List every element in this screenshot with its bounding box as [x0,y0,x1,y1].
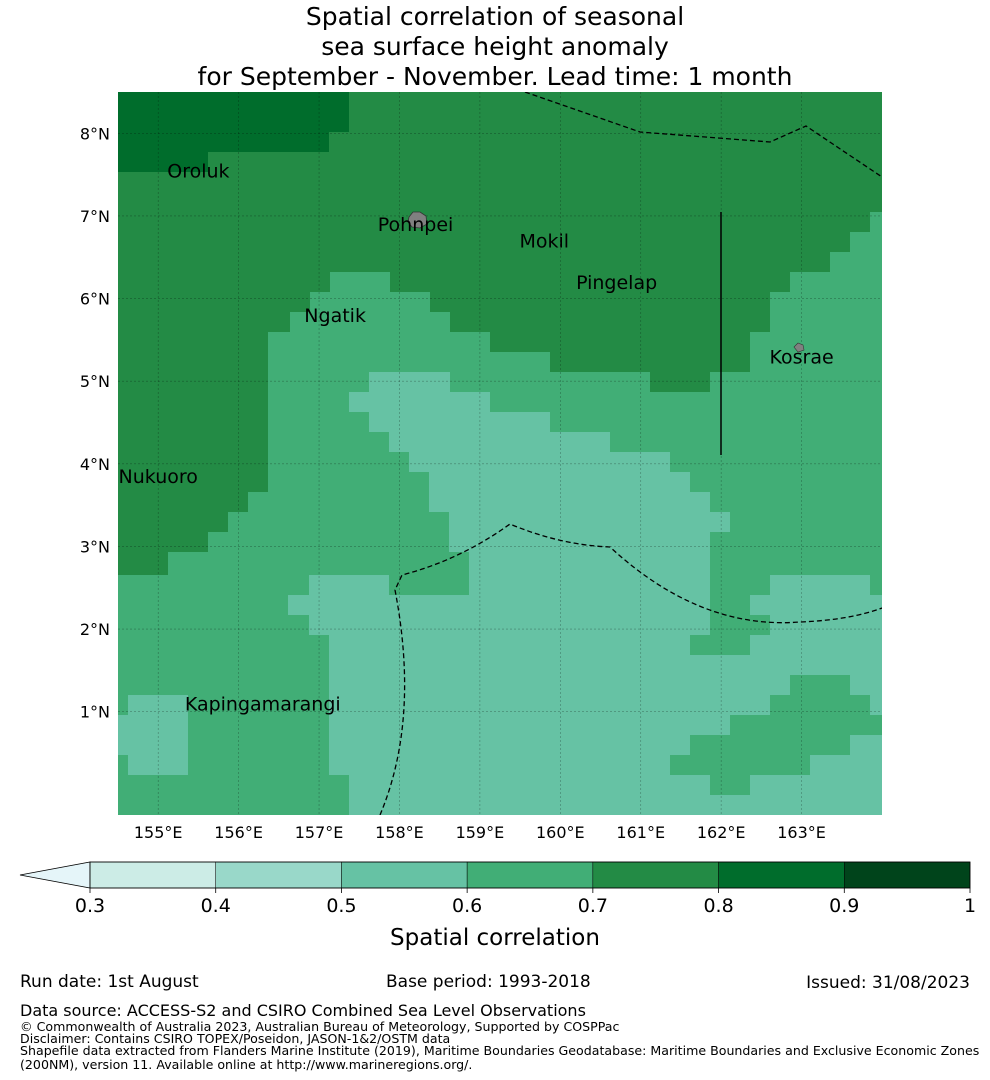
lat-tick-label: 3°N [80,537,110,556]
lon-tick-label: 158°E [375,823,424,842]
lat-tick-label: 2°N [80,620,110,639]
field-06-patch-c [389,575,469,595]
colorbar-ticks: 0.3 0.4 0.5 0.6 0.7 0.8 0.9 1 [75,888,976,917]
lon-tick-label: 156°E [214,823,263,842]
island-labels: Oroluk Pohnpei Mokil Pingelap Ngatik Kosrae Nu… [119,160,834,715]
lon-tick-label: 160°E [536,823,585,842]
colorbar-tick-label: 0.9 [829,895,859,917]
colorbar-cell [215,861,342,889]
lon-tick-label: 163°E [777,823,826,842]
title-line-2: sea surface height anomaly [321,32,669,61]
colorbar-label: Spatial correlation [390,925,600,951]
lat-tick-label: 8°N [80,124,110,143]
colorbar: 0.3 0.4 0.5 0.6 0.7 0.8 0.9 1 Spatial correlati… [19,861,976,951]
colorbar-tick-label: 0.3 [75,895,105,917]
field-05-southwest-b [118,715,138,755]
disclaimer: Disclaimer: Contains CSIRO TOPEX/Poseido… [20,1031,451,1046]
issued-date: Issued: 31/08/2023 [806,973,970,993]
latitude-ticks: 1°N 2°N 3°N 4°N 5°N 6°N 7°N 8°N [80,124,110,721]
island-label-pohnpei: Pohnpei [378,214,454,236]
island-label-pingelap: Pingelap [576,272,657,294]
colorbar-tick-label: 0.4 [201,895,231,917]
colorbar-cell [466,861,594,889]
colorbar-tick-label: 0.6 [452,895,482,917]
pohnpei-island-shape [407,211,428,229]
field-08-north [118,92,349,172]
island-label-kosrae: Kosrae [769,346,833,368]
lat-tick-label: 6°N [80,290,110,309]
island-label-ngatik: Ngatik [304,305,366,327]
field-07-patch [650,372,710,392]
map-area: Oroluk Pohnpei Mokil Pingelap Ngatik Kosrae Nu… [118,92,882,815]
field-06-patch-d [690,675,882,775]
colorbar-tick-label: 0.8 [703,895,733,917]
eez-boundary-south [379,523,882,815]
lat-tick-label: 5°N [80,372,110,391]
title-line-1: Spatial correlation of seasonal [305,2,685,31]
colorbar-cell [89,861,216,889]
eez-boundary-north [524,92,882,178]
colorbar-cell [592,861,719,889]
colorbar-tick-label: 1 [964,895,976,917]
lon-tick-label: 162°E [697,823,746,842]
colorbar-cell [341,861,468,889]
colorbar-tick-label: 0.7 [578,895,608,917]
run-date: Run date: 1st August [20,972,199,992]
lon-tick-label: 155°E [134,823,183,842]
field-06-patch-a [690,635,710,655]
field-05-central [288,372,750,815]
copyright: © Commonwealth of Australia 2023, Austra… [20,1019,620,1034]
lat-tick-label: 4°N [80,455,110,474]
island-label-oroluk: Oroluk [167,160,229,182]
island-label-mokil: Mokil [519,231,569,253]
colorbar-tick-label: 0.5 [326,895,356,917]
colorbar-cell [844,861,971,889]
base-period: Base period: 1993-2018 [386,972,591,992]
lat-tick-label: 1°N [80,703,110,722]
data-source: Data source: ACCESS-S2 and CSIRO Combine… [20,1001,586,1020]
kosrae-island-shape [793,342,805,353]
colorbar-frame [89,861,971,889]
map-title: Spatial correlation of seasonal sea surf… [0,2,990,92]
field-07-north [118,92,882,575]
title-line-3: for September - November. Lead time: 1 m… [197,62,793,91]
lat-tick-label: 7°N [80,207,110,226]
field-06-patch-b [730,635,750,655]
shapefile-credit-line-2: (200NM), version 11. Available online at… [20,1057,473,1072]
longitude-ticks: 155°E 156°E 157°E 158°E 159°E 160°E 161°E 162°E… [134,823,826,842]
island-label-nukuoro: Nukuoro [119,466,198,488]
lon-tick-label: 161°E [616,823,665,842]
lon-tick-label: 159°E [456,823,505,842]
shapefile-credit-line-1: Shapefile data extracted from Flanders M… [20,1043,980,1058]
colorbar-cells [89,861,971,889]
colorbar-cell [718,861,845,889]
colorbar-under-triangle [19,861,91,889]
lon-tick-label: 157°E [295,823,344,842]
island-label-kapingamarangi: Kapingamarangi [185,693,341,715]
map-gridlines [118,92,882,815]
